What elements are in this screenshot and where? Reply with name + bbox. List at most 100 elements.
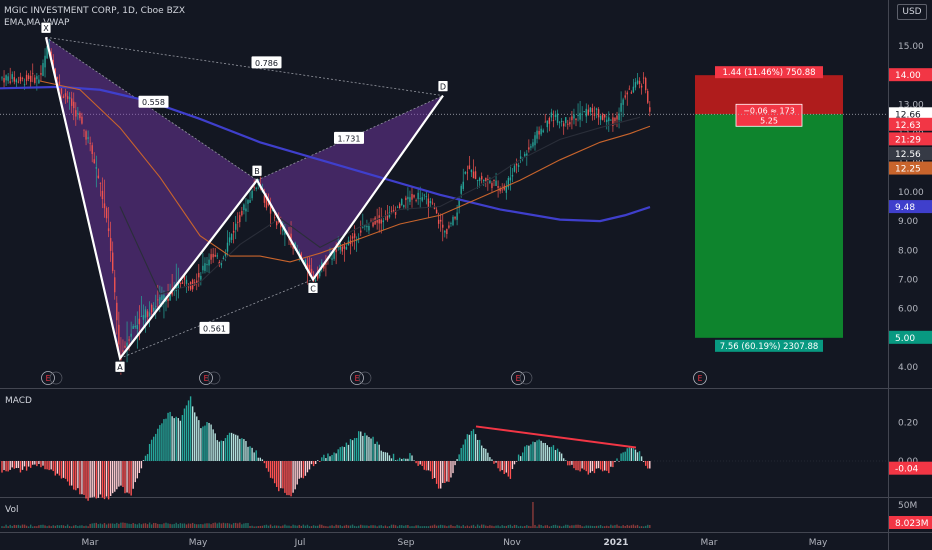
macd-bar (575, 461, 577, 471)
volume-bar (593, 526, 596, 528)
macd-bar (259, 457, 261, 461)
candle-body (282, 226, 284, 232)
harmonic-point-label: X (43, 24, 49, 33)
macd-bar (552, 445, 555, 461)
volume-bar (253, 526, 255, 528)
volume-bar (259, 525, 261, 528)
candle-body (579, 112, 581, 120)
candle-body (487, 178, 489, 181)
macd-bar (624, 451, 626, 461)
earnings-marker-label: E (46, 374, 51, 383)
macd-bar (290, 461, 292, 497)
volume-bar (191, 522, 194, 528)
candle-body (89, 142, 91, 144)
volume-bar (515, 525, 518, 528)
volume-bar (247, 523, 249, 528)
price-badge-label: 14.00 (895, 71, 921, 81)
macd-bar (247, 446, 249, 461)
macd-bar (442, 461, 444, 483)
candle-body (161, 295, 163, 301)
volume-bar (142, 523, 145, 528)
candle-body (421, 197, 423, 201)
macd-bar (224, 438, 227, 461)
macd-bar (38, 461, 40, 464)
macd-bar (446, 461, 448, 482)
macd-bar (405, 458, 407, 461)
volume-bar (124, 522, 126, 528)
candle-body (581, 113, 583, 115)
earnings-marker-label: E (204, 374, 209, 383)
candle-body (528, 147, 530, 150)
volume-bar (280, 526, 282, 528)
macd-bar (245, 441, 247, 461)
macd-bar (558, 451, 561, 461)
volume-bar (216, 523, 218, 528)
volume-bar (405, 525, 407, 528)
candle-body (341, 246, 343, 252)
currency-badge[interactable]: USD (897, 4, 927, 20)
volume-bar (304, 525, 307, 528)
macd-bar (32, 461, 34, 465)
macd-bar (616, 458, 618, 461)
price-tick-label: 7.00 (898, 275, 918, 285)
candle-body (126, 342, 128, 347)
macd-bar (579, 461, 581, 472)
candle-body (509, 177, 512, 181)
candle-body (548, 117, 551, 124)
candle-body (614, 117, 616, 122)
macd-bar (169, 411, 171, 461)
macd-bar (50, 461, 52, 470)
volume-bar (573, 525, 575, 528)
macd-bar (630, 448, 633, 461)
volume-bar (427, 526, 430, 528)
candle-body (538, 130, 540, 135)
candle-body (628, 88, 630, 90)
candle-body (415, 200, 417, 201)
macd-bar (376, 441, 378, 461)
macd-bar (142, 460, 145, 461)
volume-bar (325, 526, 327, 528)
macd-bar (269, 461, 272, 478)
macd-bar (288, 461, 290, 496)
harmonic-xd-ratio-line (45, 36, 444, 97)
macd-bar (565, 460, 567, 461)
macd-bar (606, 461, 608, 471)
price-badge (889, 68, 932, 82)
volume-bar (450, 524, 452, 528)
macd-bar (632, 446, 635, 461)
candle-body (237, 221, 239, 223)
macd-bar (243, 439, 245, 461)
candle-body (446, 229, 448, 235)
volume-bar (571, 525, 573, 528)
macd-bar (536, 440, 538, 461)
candle-body (630, 92, 633, 94)
volume-bar (32, 526, 34, 528)
macd-bar (505, 461, 507, 473)
macd-bar (604, 461, 606, 471)
macd-bar (647, 461, 649, 469)
macd-bar (481, 445, 483, 461)
volume-bar (567, 524, 569, 528)
volume-bar (128, 523, 130, 528)
candle-body (624, 95, 626, 98)
time-tick-label: Nov (503, 538, 521, 548)
candle-body (46, 46, 48, 59)
candle-body (409, 197, 411, 202)
moving-average-long-average (0, 85, 651, 223)
macd-bar (601, 461, 604, 472)
volume-bar (565, 524, 567, 528)
volume-bar (153, 522, 155, 528)
volume-bar (331, 525, 333, 528)
macd-bar (323, 454, 325, 461)
candle-body (493, 179, 495, 181)
macd-bar (34, 461, 36, 465)
volume-bar (282, 525, 284, 528)
macd-bar (40, 461, 42, 468)
candle-body (626, 92, 628, 95)
volume-bar (478, 525, 481, 528)
volume-bar (612, 525, 614, 528)
candle-body (489, 180, 491, 183)
macd-bar (435, 461, 438, 484)
harmonic-ratio-label: 0.558 (142, 98, 165, 107)
